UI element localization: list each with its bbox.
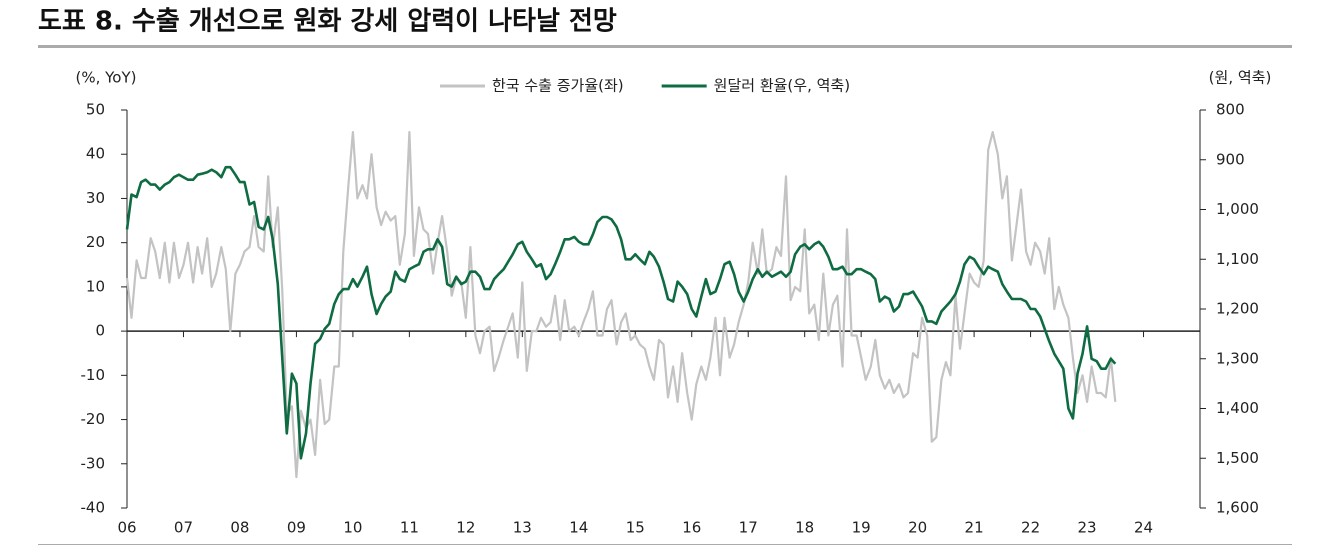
y-tick-label: -30 [81,454,106,472]
y-tick-label: 50 [86,101,105,119]
chart-title: 도표 8. 수출 개선으로 원화 강세 압력이 나타날 전망 [38,7,617,37]
x-tick-label: 09 [287,519,306,537]
y-tick-label: 20 [86,233,105,251]
y2-tick-label: 1,200 [1216,300,1259,318]
bottom-rule [38,544,1292,545]
y2-tick-label: 1,400 [1216,399,1259,417]
y2-tick-label: 1,600 [1216,499,1259,517]
y-tick-label: -20 [81,410,106,428]
x-tick-label: 07 [174,519,193,537]
x-tick-label: 23 [1078,519,1097,537]
y-axis-label: (%, YoY) [75,69,136,87]
x-tick-label: 08 [230,519,249,537]
y-tick-label: -40 [81,499,106,517]
legend-label: 한국 수출 증가율(좌) [492,77,624,95]
x-tick-label: 15 [626,519,645,537]
y2-tick-label: 1,300 [1216,349,1259,367]
x-tick-label: 12 [456,519,475,537]
x-tick-label: 24 [1134,519,1153,537]
x-tick-label: 10 [343,519,362,537]
x-tick-label: 06 [117,519,136,537]
x-tick-label: 19 [852,519,871,537]
y2-axis-label: (원, 역축) [1209,69,1272,87]
y2-tick-label: 1,100 [1216,250,1259,268]
x-tick-label: 22 [1021,519,1040,537]
y2-tick-label: 800 [1216,101,1245,119]
x-tick-label: 14 [569,519,588,537]
title-rule [38,45,1292,48]
y-tick-label: 10 [86,277,105,295]
series-line [125,165,1117,460]
x-tick-label: 18 [795,519,814,537]
y-tick-label: -10 [81,366,106,384]
y2-tick-label: 1,500 [1216,449,1259,467]
series-line [125,131,1117,479]
y-tick-label: 40 [86,145,105,163]
x-tick-label: 20 [908,519,927,537]
y-tick-label: 30 [86,189,105,207]
x-tick-label: 16 [682,519,701,537]
y2-tick-label: 900 [1216,150,1245,168]
x-tick-label: 17 [739,519,758,537]
x-tick-label: 21 [965,519,984,537]
x-tick-label: 13 [513,519,532,537]
legend-label: 원달러 환율(우, 역축) [714,77,850,95]
x-tick-label: 11 [400,519,419,537]
y-tick-label: 0 [95,322,105,340]
y2-tick-label: 1,000 [1216,200,1259,218]
